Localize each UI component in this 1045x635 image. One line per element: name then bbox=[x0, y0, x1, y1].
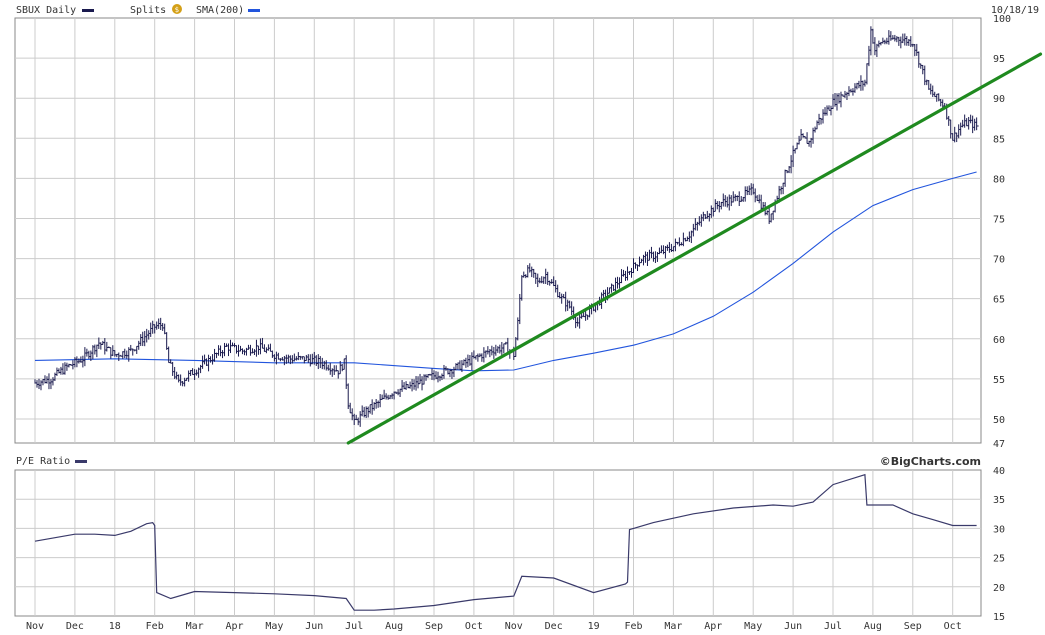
month-tick-label: Aug bbox=[864, 621, 882, 632]
month-tick-label: Apr bbox=[704, 621, 722, 632]
dollar-coin-icon: $ bbox=[172, 4, 182, 14]
price-y-tick-label: 47 bbox=[993, 439, 1005, 450]
month-tick-label: Nov bbox=[505, 621, 523, 632]
month-tick-label: Aug bbox=[385, 621, 403, 632]
month-tick-label: Dec bbox=[545, 621, 563, 632]
month-tick-label: Sep bbox=[425, 621, 443, 632]
month-tick-label: Jun bbox=[305, 621, 323, 632]
price-y-tick-label: 95 bbox=[993, 54, 1005, 65]
price-y-tick-label: 65 bbox=[993, 295, 1005, 306]
trendline bbox=[346, 52, 1043, 445]
month-tick-label: Feb bbox=[146, 621, 164, 632]
splits-label: Splits bbox=[130, 5, 166, 16]
price-y-axis: 47 50 55 60 65 70 75 80 85 90 95 100 bbox=[993, 14, 1011, 450]
symbol-label: SBUX Daily bbox=[16, 5, 76, 16]
trendline-layer bbox=[346, 52, 1043, 445]
price-y-tick-label: 70 bbox=[993, 255, 1005, 266]
symbol-legend-swatch bbox=[82, 9, 94, 12]
month-tick-label: Jun bbox=[784, 621, 802, 632]
svg-text:$: $ bbox=[175, 6, 179, 14]
month-tick-label: May bbox=[265, 621, 283, 632]
month-tick-label: May bbox=[744, 621, 762, 632]
price-y-tick-label: 75 bbox=[993, 214, 1005, 225]
month-tick-label: Mar bbox=[664, 621, 682, 632]
pe-y-tick-label: 35 bbox=[993, 495, 1005, 506]
month-tick-label: Oct bbox=[944, 621, 962, 632]
month-tick-label: Sep bbox=[904, 621, 922, 632]
month-tick-label: 18 bbox=[109, 621, 121, 632]
pe-title: P/E Ratio bbox=[16, 456, 70, 467]
pe-legend-swatch bbox=[75, 460, 87, 463]
pe-layer bbox=[34, 473, 977, 611]
pe-y-tick-label: 30 bbox=[993, 524, 1005, 535]
price-y-tick-label: 90 bbox=[993, 94, 1005, 105]
brand-label: ©BigCharts.com bbox=[880, 455, 981, 468]
price-panel bbox=[14, 17, 982, 444]
pe-ratio-line bbox=[34, 473, 977, 611]
month-tick-label: Apr bbox=[225, 621, 243, 632]
pe-y-tick-label: 25 bbox=[993, 554, 1005, 565]
month-tick-label: Nov bbox=[26, 621, 44, 632]
month-tick-label: Feb bbox=[624, 621, 642, 632]
month-tick-label: Dec bbox=[66, 621, 84, 632]
pe-y-tick-label: 40 bbox=[993, 466, 1005, 477]
month-axis: Nov Dec 18 Feb Mar Apr May Jun Jul Aug Sep Oct Nov De… bbox=[26, 621, 962, 632]
sma-label: SMA(200) bbox=[196, 5, 244, 16]
pe-y-tick-label: 20 bbox=[993, 583, 1005, 594]
price-y-tick-label: 80 bbox=[993, 174, 1005, 185]
month-tick-label: Jul bbox=[824, 621, 842, 632]
month-tick-label: Jul bbox=[345, 621, 363, 632]
month-tick-label: Oct bbox=[465, 621, 483, 632]
pe-y-tick-label: 15 bbox=[993, 612, 1005, 623]
sma-legend-swatch bbox=[248, 9, 260, 12]
chart-date: 10/18/19 bbox=[991, 5, 1039, 16]
sma-layer bbox=[34, 171, 977, 372]
month-tick-label: Mar bbox=[186, 621, 204, 632]
price-y-tick-label: 85 bbox=[993, 134, 1005, 145]
price-y-tick-label: 60 bbox=[993, 335, 1005, 346]
price-y-tick-label: 100 bbox=[993, 14, 1011, 25]
pe-y-axis: 15 20 25 30 35 40 bbox=[993, 466, 1005, 623]
pe-panel bbox=[14, 469, 982, 617]
sma-200-line bbox=[34, 171, 977, 372]
month-tick-label: 19 bbox=[588, 621, 600, 632]
price-y-tick-label: 50 bbox=[993, 415, 1005, 426]
price-y-tick-label: 55 bbox=[993, 375, 1005, 386]
